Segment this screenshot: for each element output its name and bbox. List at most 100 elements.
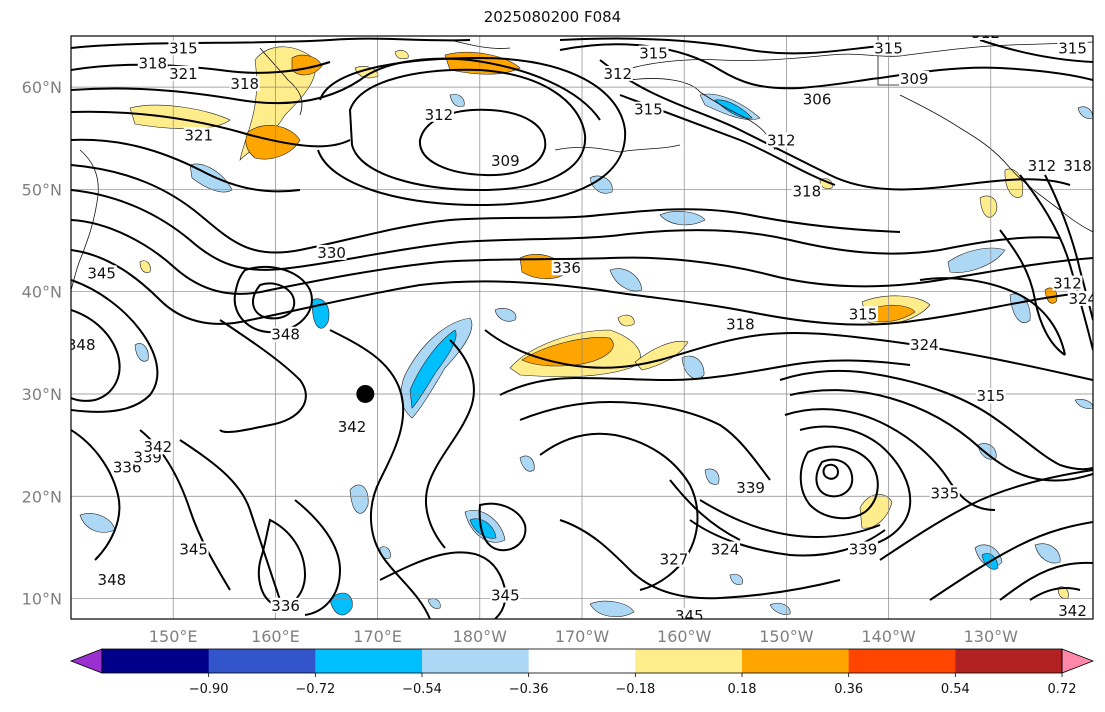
- contour-label-bg: [229, 76, 260, 92]
- colorbar-extend-high: [1061, 648, 1095, 674]
- contour-label: 318: [1063, 157, 1092, 175]
- contour-label: 321: [169, 65, 198, 83]
- contour-label-bg: [1062, 157, 1093, 173]
- contour-label-bg: [1057, 40, 1088, 56]
- lon-label: 170°E: [353, 627, 402, 646]
- lat-label: 10°N: [22, 590, 62, 609]
- contour-label-bg: [602, 65, 633, 81]
- lat-label: 40°N: [22, 283, 62, 302]
- contour-label: 336: [552, 259, 581, 277]
- colorbar-tick-label: 0.36: [834, 682, 863, 697]
- contour-label: 342: [1058, 602, 1087, 620]
- contour-label-bg: [316, 244, 347, 260]
- contour-label: 318: [793, 183, 822, 201]
- colorbar-tick-label: −0.90: [189, 682, 229, 697]
- contour-label: 312: [603, 65, 632, 83]
- contour-label: 335: [930, 484, 959, 502]
- colorbar-band: [955, 649, 1063, 673]
- contour-label-bg: [909, 336, 940, 352]
- contour-label: 312: [1028, 157, 1057, 175]
- lon-label: 170°W: [555, 627, 610, 646]
- contour-label-bg: [168, 65, 199, 81]
- contour-label: 342: [144, 438, 173, 456]
- lon-label: 150°W: [759, 627, 814, 646]
- contour-label-bg: [710, 541, 741, 557]
- colorbar-tick-label: −0.54: [402, 682, 442, 697]
- location-marker: [356, 384, 375, 403]
- contour-label-bg: [71, 336, 97, 352]
- colorbar-band: [208, 649, 316, 673]
- contour-label: 315: [976, 387, 1005, 405]
- contour-label-bg: [848, 541, 879, 557]
- lat-label: 20°N: [22, 487, 62, 506]
- contour-label-bg: [658, 551, 689, 567]
- contour-label: 324: [711, 541, 740, 559]
- contour-label: 312: [767, 131, 796, 149]
- lat-label: 30°N: [22, 385, 62, 404]
- map-title: 2025080200 F084: [483, 8, 622, 26]
- contour-label: 315: [634, 101, 663, 119]
- contour-label-bg: [490, 587, 521, 603]
- lon-label: 180°W: [453, 627, 508, 646]
- contour-label: 306: [803, 90, 832, 108]
- colorbar-tick-label: −0.18: [615, 682, 655, 697]
- contour-label-bg: [638, 45, 669, 61]
- lon-label: 160°W: [657, 627, 712, 646]
- colorbar-tick-label: 0.54: [941, 682, 970, 697]
- contour-label: 345: [675, 607, 704, 625]
- contour-label-bg: [975, 388, 1006, 404]
- contour-label-bg: [970, 36, 1001, 40]
- lon-label: 160°E: [251, 627, 300, 646]
- latitude-labels: 60°N 50°N 40°N 30°N 20°N 10°N: [22, 78, 62, 608]
- contour-label-bg: [674, 608, 705, 619]
- contour-label: 318: [230, 75, 259, 93]
- contour-label: 315: [1058, 39, 1087, 57]
- colorbar-band: [848, 649, 956, 673]
- colorbar-tick-label: 0.72: [1048, 682, 1077, 697]
- contour-label-bg: [96, 572, 127, 588]
- contour-label-bg: [1052, 275, 1083, 291]
- contour-label: 315: [639, 44, 668, 62]
- contour-label-bg: [735, 480, 766, 496]
- contour-label: 345: [87, 264, 116, 282]
- contour-label-bg: [791, 183, 822, 199]
- contour-label-bg: [337, 418, 368, 434]
- colorbar-tick-label: −0.72: [295, 682, 335, 697]
- longitude-labels: 150°E 160°E 170°E 180°W 170°W 160°W 150°W 140°W…: [149, 627, 1018, 646]
- contour-label-bg: [490, 152, 521, 168]
- contour-label-bg: [178, 541, 209, 557]
- colorbar-tick-label: 0.18: [728, 682, 757, 697]
- contour-label-bg: [183, 127, 214, 143]
- contour-label: 345: [179, 541, 208, 559]
- contour-label: 321: [184, 126, 213, 144]
- contour-label: 324: [1068, 290, 1097, 308]
- contour-label: 309: [900, 70, 929, 88]
- contour-label-bg: [423, 106, 454, 122]
- contour-label: 330: [317, 244, 346, 262]
- map-border: [70, 35, 1094, 620]
- contour-label: 342: [338, 418, 367, 436]
- colorbar-band: [742, 649, 850, 673]
- contour-label-bg: [270, 597, 301, 613]
- contour-label: 339: [736, 479, 765, 497]
- contour-label-bg: [86, 265, 117, 281]
- contour-label-bg: [142, 439, 173, 455]
- contour-label: 348: [271, 326, 300, 344]
- contour-label-bg: [168, 40, 199, 56]
- contour-label: 312: [1053, 275, 1082, 293]
- contour-label: 327: [660, 551, 689, 569]
- colorbar-band: [422, 649, 530, 673]
- colorbar: −0.90 −0.72 −0.54 −0.36 −0.18 0.18 0.36 0.54 0.7…: [69, 648, 1095, 697]
- contour-label: 345: [491, 587, 520, 605]
- contour-label-bg: [137, 55, 168, 71]
- contour-label-bg: [766, 132, 797, 148]
- contour-label: 336: [271, 597, 300, 615]
- contour-label-bg: [929, 485, 960, 501]
- contour-labels: 3153183213183213123093153123153153063093…: [71, 36, 1097, 625]
- colorbar-outline: [101, 648, 1063, 674]
- contour-label: 318: [726, 316, 755, 334]
- colorbar-extend-low: [69, 648, 103, 674]
- contour-label: 309: [491, 152, 520, 170]
- contour-label-bg: [848, 306, 879, 322]
